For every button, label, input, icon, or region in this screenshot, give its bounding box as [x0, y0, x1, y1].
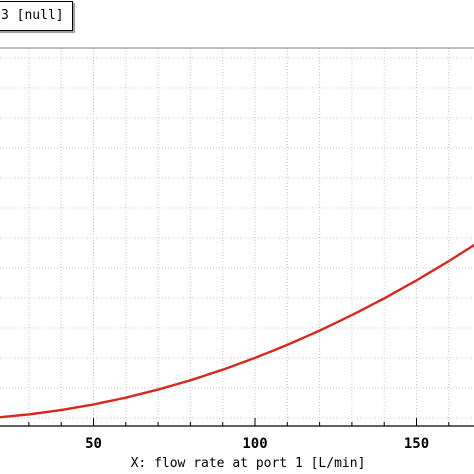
series-layer [0, 243, 474, 419]
legend-label: 3 [null] [1, 8, 64, 23]
legend[interactable]: 3 [null] [0, 1, 73, 31]
x-tick-label: 50 [85, 436, 102, 452]
series-line [0, 243, 474, 419]
x-tick-label: 150 [404, 436, 429, 452]
x-tick-label: 100 [242, 436, 267, 452]
x-axis-title: X: flow rate at port 1 [L/min] [131, 456, 366, 471]
x-tick-labels: 50 100 150 [85, 436, 429, 452]
grid [0, 48, 474, 426]
axes [0, 47, 474, 427]
